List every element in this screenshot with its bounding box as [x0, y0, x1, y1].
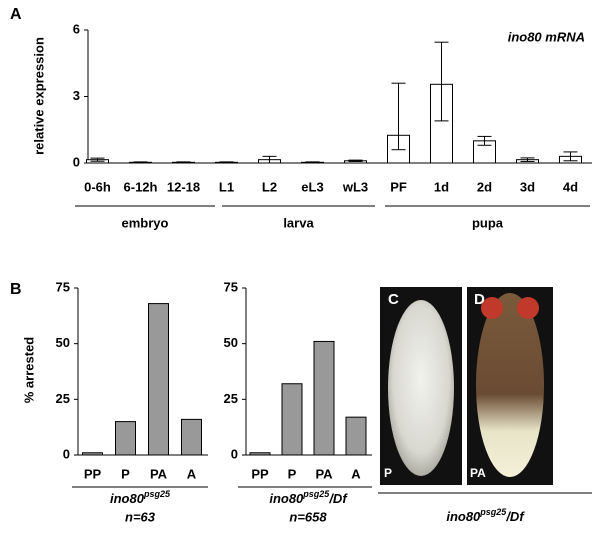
error-bar	[348, 159, 363, 162]
x-tick-label: 0-6h	[84, 179, 111, 194]
y-axis-label: relative expression	[31, 37, 46, 155]
x-tick-label: 3d	[520, 179, 535, 194]
bar	[345, 416, 367, 456]
suffix: /Df	[505, 509, 525, 524]
y-tick-label: 50	[56, 335, 70, 350]
group-label: pupa	[472, 215, 504, 230]
x-tick-label: PF	[390, 179, 407, 194]
x-tick-label: L2	[262, 179, 277, 194]
pupa-c	[388, 300, 454, 476]
error-bar	[434, 41, 449, 122]
allele: psg25	[479, 507, 507, 517]
eye	[481, 297, 503, 319]
error-bar	[477, 135, 492, 146]
x-tick-label: PA	[150, 466, 168, 481]
y-tick-label: 3	[73, 88, 80, 103]
y-tick-label: 6	[73, 21, 80, 36]
panel-label: C	[388, 291, 399, 308]
caption-n: n=63	[125, 509, 156, 524]
bar	[249, 452, 271, 456]
eye	[517, 297, 539, 319]
x-tick-label: PP	[251, 466, 269, 481]
gene: ino80	[446, 509, 481, 524]
y-tick-label: 75	[224, 279, 238, 294]
x-tick-label: 6-12h	[124, 179, 158, 194]
x-tick-label: A	[187, 466, 197, 481]
error-bar	[219, 161, 234, 164]
x-tick-label: L1	[219, 179, 234, 194]
y-tick-label: 0	[63, 446, 70, 461]
error-bar	[520, 157, 535, 162]
y-tick-label: 0	[231, 446, 238, 461]
error-bar	[90, 157, 105, 162]
caption: ino80psg25/Df	[446, 507, 525, 524]
panel-label: B	[10, 281, 22, 298]
x-tick-label: P	[288, 466, 297, 481]
bar	[181, 418, 202, 456]
x-tick-label: PA	[315, 466, 333, 481]
panel-label: D	[474, 291, 485, 308]
allele: psg25	[143, 489, 171, 499]
bar	[148, 303, 169, 456]
y-tick-label: 50	[224, 335, 238, 350]
y-tick-label: 25	[56, 391, 70, 406]
x-tick-label: 1d	[434, 179, 449, 194]
x-tick-label: A	[351, 466, 361, 481]
x-tick-label: 4d	[563, 179, 578, 194]
gene: ino80	[110, 491, 145, 506]
caption-n: n=658	[289, 509, 327, 524]
x-tick-label: PP	[84, 466, 102, 481]
gene: ino80	[269, 491, 304, 506]
x-tick-label: eL3	[301, 179, 323, 194]
error-bar	[262, 155, 277, 164]
stage-label: PA	[470, 466, 486, 480]
x-tick-label: P	[121, 466, 130, 481]
y-tick-label: 75	[56, 279, 70, 294]
panel-label: A	[10, 6, 22, 23]
y-tick-label: 25	[224, 391, 238, 406]
allele: psg25	[302, 489, 330, 499]
caption: ino80psg25	[110, 489, 171, 506]
error-bar	[391, 82, 406, 151]
error-bar	[133, 161, 148, 164]
annotation: ino80 mRNA	[508, 29, 585, 44]
pupa-d	[476, 293, 544, 477]
error-bar	[563, 151, 578, 162]
y-axis-label: % arrested	[21, 337, 36, 404]
bar	[281, 383, 303, 456]
error-bar	[176, 161, 191, 164]
bar	[115, 421, 136, 456]
group-label: larva	[283, 215, 314, 230]
stage-label: P	[384, 466, 392, 480]
x-tick-label: 12-18	[167, 179, 200, 194]
group-label: embryo	[122, 215, 169, 230]
caption: ino80psg25/Df	[269, 489, 348, 506]
y-tick-label: 0	[73, 154, 80, 169]
x-tick-label: 2d	[477, 179, 492, 194]
bar	[82, 452, 103, 456]
x-tick-label: wL3	[342, 179, 368, 194]
bar	[313, 340, 335, 456]
suffix: /Df	[328, 491, 348, 506]
error-bar	[305, 161, 320, 164]
